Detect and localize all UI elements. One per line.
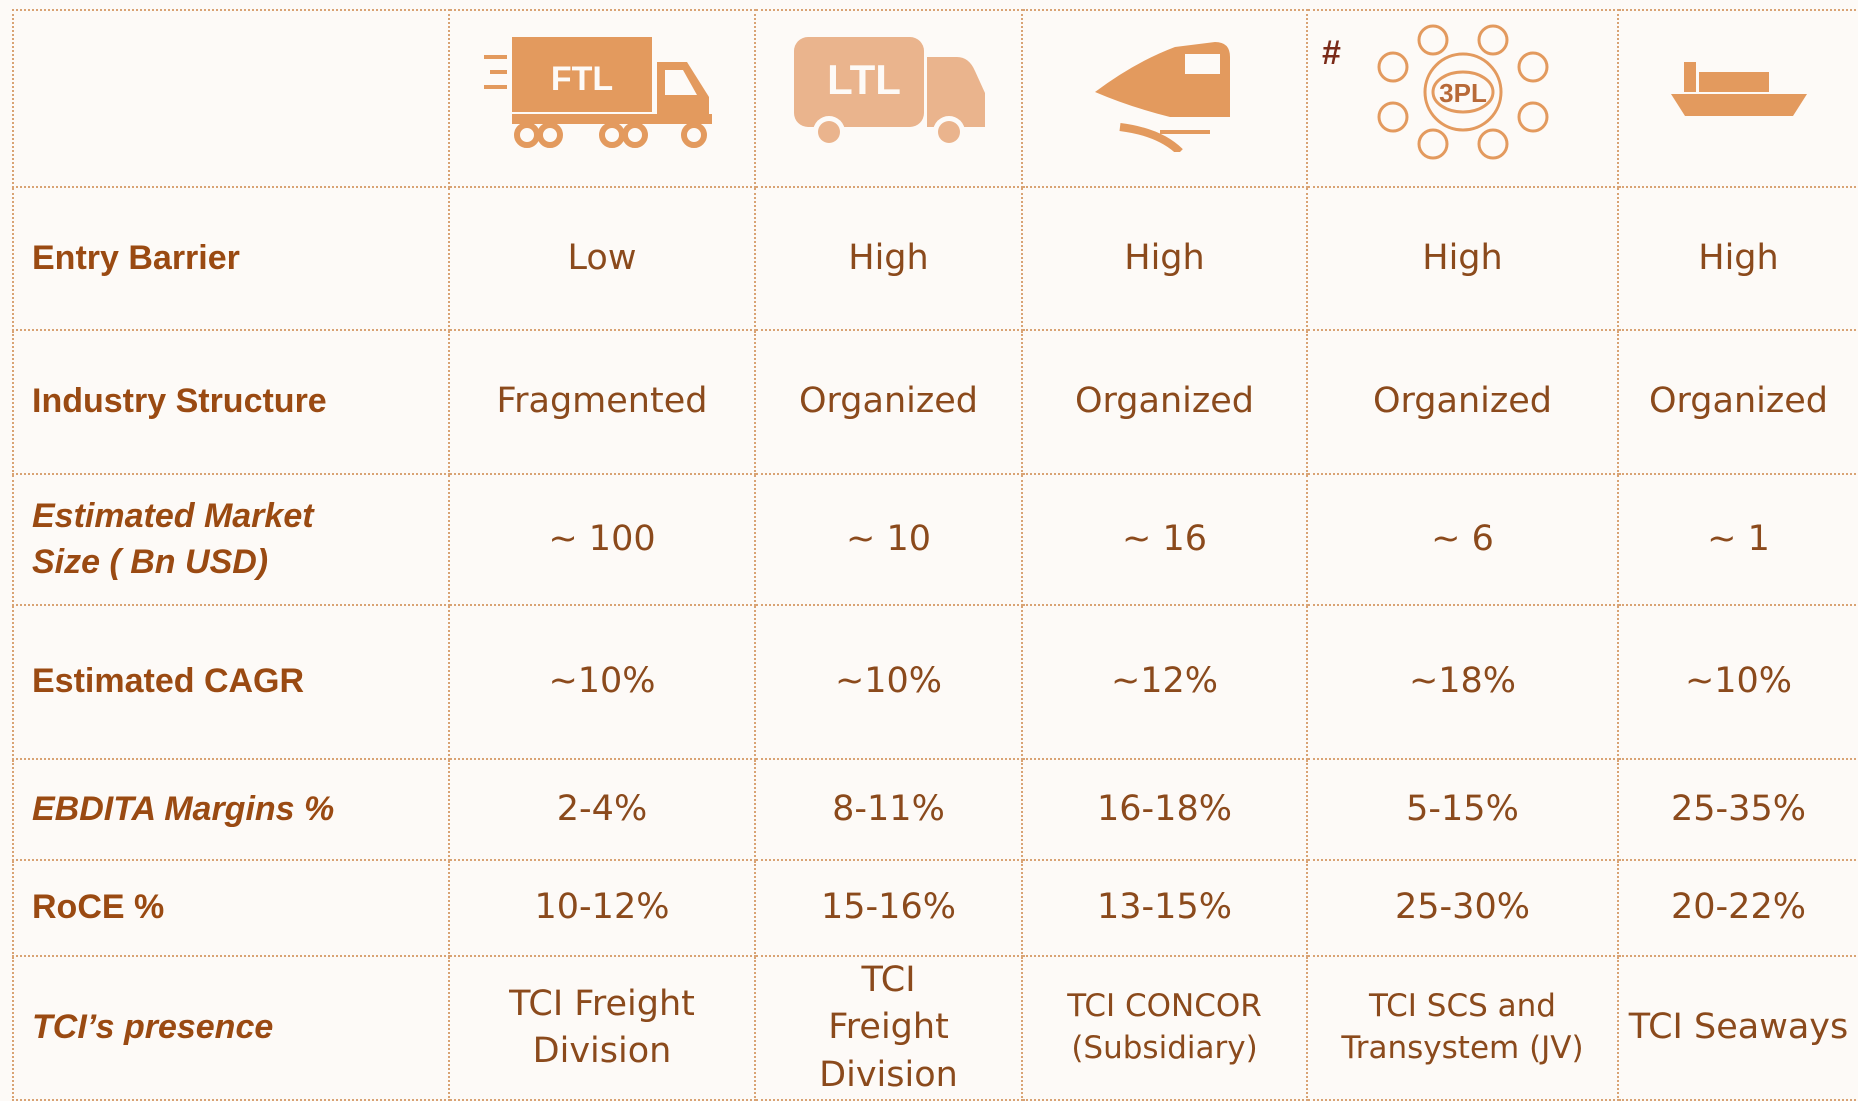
table-cell: Organized bbox=[755, 330, 1022, 474]
table-row: EBDITA Margins %2-4%8-11%16-18%5-15%25-3… bbox=[13, 759, 1858, 860]
table-cell: ~18% bbox=[1307, 605, 1618, 759]
ltl-truck-icon: LTL bbox=[789, 32, 989, 152]
table-cell: 20-22% bbox=[1618, 860, 1858, 956]
table-cell: Organized bbox=[1618, 330, 1858, 474]
table-cell: High bbox=[1022, 187, 1307, 330]
table-cell: TCI Freight Division bbox=[755, 956, 1022, 1100]
table-cell: 25-30% bbox=[1307, 860, 1618, 956]
note-mark: # bbox=[1322, 31, 1341, 77]
table-cell: Fragmented bbox=[449, 330, 755, 474]
row-header: Estimated Market Size ( Bn USD) bbox=[13, 474, 449, 605]
icon-row: FTL LTL # bbox=[13, 10, 1858, 187]
table-cell: ~ 6 bbox=[1307, 474, 1618, 605]
row-header: TCI’s presence bbox=[13, 956, 449, 1100]
3pl-icon: 3PL bbox=[1373, 22, 1553, 162]
table-cell: 15-16% bbox=[755, 860, 1022, 956]
table-cell: ~ 100 bbox=[449, 474, 755, 605]
table-cell: TCI SCS and Transystem (JV) bbox=[1307, 956, 1618, 1100]
table-cell: 2-4% bbox=[449, 759, 755, 860]
table-cell: Organized bbox=[1307, 330, 1618, 474]
table-cell: ~10% bbox=[755, 605, 1022, 759]
row-header: Entry Barrier bbox=[13, 187, 449, 330]
table-cell: TCI Seaways bbox=[1618, 956, 1858, 1100]
corner-cell bbox=[13, 10, 449, 187]
icon-cell bbox=[1618, 10, 1858, 187]
table-cell: High bbox=[755, 187, 1022, 330]
icon-cell: LTL bbox=[755, 10, 1022, 187]
table-cell: TCI Freight Division bbox=[449, 956, 755, 1100]
table-cell: 5-15% bbox=[1307, 759, 1618, 860]
icon-cell: FTL bbox=[449, 10, 755, 187]
page: {"header": {"icon_labels": ["FTL", "LTL"… bbox=[0, 0, 1858, 1076]
row-header: Estimated CAGR bbox=[13, 605, 449, 759]
table-cell: ~10% bbox=[1618, 605, 1858, 759]
row-header: EBDITA Margins % bbox=[13, 759, 449, 860]
table-row: Estimated CAGR~10%~10%~12%~18%~10% bbox=[13, 605, 1858, 759]
ship-icon bbox=[1669, 52, 1809, 132]
table-cell: ~12% bbox=[1022, 605, 1307, 759]
table-cell: ~ 16 bbox=[1022, 474, 1307, 605]
icon-label: LTL bbox=[827, 56, 901, 103]
comparison-table: FTL LTL # bbox=[12, 9, 1858, 1101]
table-cell: Low bbox=[449, 187, 755, 330]
table-cell: High bbox=[1618, 187, 1858, 330]
table-cell: 16-18% bbox=[1022, 759, 1307, 860]
icon-label: FTL bbox=[551, 60, 613, 98]
table-row: RoCE %10-12%15-16%13-15%25-30%20-22% bbox=[13, 860, 1858, 956]
table-cell: High bbox=[1307, 187, 1618, 330]
train-icon bbox=[1090, 32, 1240, 152]
table-cell: 13-15% bbox=[1022, 860, 1307, 956]
icon-cell: # 3PL bbox=[1307, 10, 1618, 187]
row-header: Industry Structure bbox=[13, 330, 449, 474]
icon-label: 3PL bbox=[1439, 78, 1487, 108]
table-cell: 25-35% bbox=[1618, 759, 1858, 860]
row-header: RoCE % bbox=[13, 860, 449, 956]
ftl-truck-icon: FTL bbox=[482, 32, 722, 152]
table-cell: ~ 10 bbox=[755, 474, 1022, 605]
table-cell: 8-11% bbox=[755, 759, 1022, 860]
table-cell: ~ 1 bbox=[1618, 474, 1858, 605]
table-cell: ~10% bbox=[449, 605, 755, 759]
table-cell: 10-12% bbox=[449, 860, 755, 956]
table-row: Estimated Market Size ( Bn USD)~ 100~ 10… bbox=[13, 474, 1858, 605]
table-cell: Organized bbox=[1022, 330, 1307, 474]
icon-cell bbox=[1022, 10, 1307, 187]
table-cell: TCI CONCOR (Subsidiary) bbox=[1022, 956, 1307, 1100]
